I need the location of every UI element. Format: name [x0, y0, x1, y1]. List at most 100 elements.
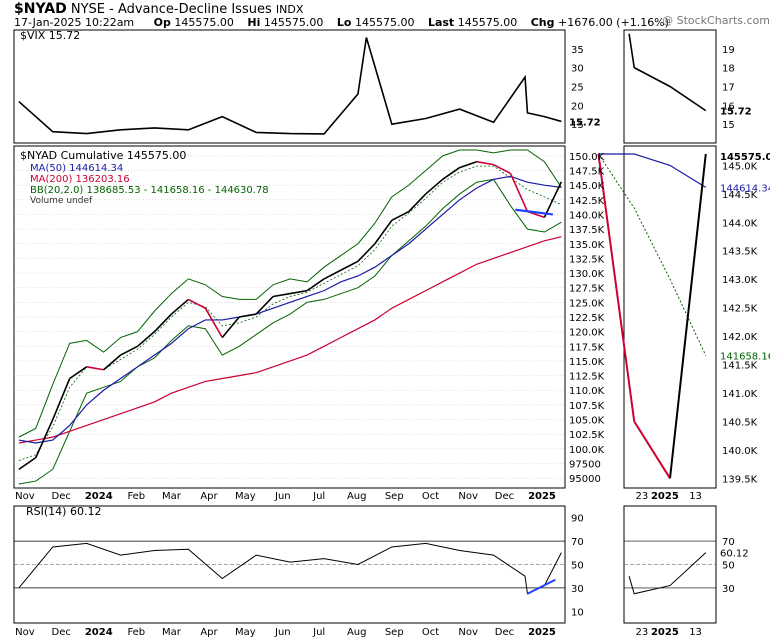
lo-label: Lo — [336, 16, 352, 29]
price-segment — [136, 331, 155, 347]
price-segment — [493, 163, 511, 175]
price-segment — [408, 193, 427, 213]
price-segment — [35, 419, 54, 458]
main-tick-label: 117.5K — [569, 342, 605, 353]
zoom-vix-line — [628, 33, 707, 112]
open-value: 145575.00 — [174, 16, 234, 29]
exchange-name: NYSE - Advance-Decline Issues — [70, 2, 272, 17]
rsi-x-axis-label: Dec — [52, 627, 71, 638]
title-line: $NYAD NYSE - Advance-Decline Issues INDX — [14, 1, 303, 17]
main-tick-label: 120.0K — [569, 328, 605, 339]
low-value: 145575.00 — [354, 16, 415, 29]
rsi-x-axis-label: Oct — [422, 627, 439, 638]
symbol: $NYAD — [14, 1, 67, 17]
price-segment — [69, 366, 88, 380]
zoom-vix-current-label: 15.72 — [720, 107, 752, 118]
zoom-price-segment — [633, 420, 671, 479]
panel-frames — [13, 29, 717, 624]
main-tick-label: 122.5K — [569, 313, 605, 324]
main-tick-label: 115.0K — [569, 357, 605, 368]
rsi-tick-label: 10 — [571, 607, 584, 618]
zoom-main-tick-label: 145.0K — [722, 161, 758, 172]
zoom-ma50-line — [598, 153, 707, 188]
last-value: 145575.00 — [457, 16, 518, 29]
x-axis-label: Aug — [347, 491, 367, 502]
main-tick-label: 132.5K — [569, 254, 605, 265]
zoom-vix-tick-label: 18 — [722, 64, 735, 75]
vix-frame — [13, 29, 566, 144]
ma50-line — [18, 175, 562, 444]
zoom-rsi-x-label: 13 — [689, 627, 702, 638]
main-tick-label: 130.0K — [569, 269, 605, 280]
main-tick-label: 105.0K — [569, 416, 605, 427]
main-tick-label: 140.0K — [569, 210, 605, 221]
grid-lines — [14, 155, 716, 589]
x-axis-label: Nov — [458, 491, 478, 502]
x-axis-label: Sep — [385, 491, 404, 502]
bb-lower-line — [18, 178, 562, 485]
vix-current-label: 15.72 — [569, 117, 601, 128]
zoom-rsi-label: 60.12 — [720, 549, 749, 560]
chg-label: Chg — [530, 16, 555, 29]
price-segment — [86, 366, 104, 371]
zoom-x-label: 2025 — [651, 491, 679, 502]
rsi-x-axis-label: Nov — [458, 627, 478, 638]
rsi-x-axis-label: Sep — [385, 627, 404, 638]
price-segment — [306, 278, 325, 292]
zoom-main-tick-label: 139.5K — [722, 474, 758, 485]
hi-label: Hi — [247, 16, 261, 29]
last-label: Last — [427, 16, 455, 29]
zoom-vix-tick-label: 17 — [722, 83, 735, 94]
price-segment — [170, 298, 189, 315]
zoom-rsi-tick-label: 30 — [722, 584, 735, 595]
zoom-rsi-x-label: 23 — [636, 627, 649, 638]
main-tick-label: 142.5K — [569, 196, 605, 207]
rsi-x-axis-label: Mar — [162, 627, 182, 638]
zoom-vix-tick-label: 16 — [722, 101, 735, 112]
zoom-rsi-tick-label: 50 — [722, 561, 735, 572]
price-segment — [459, 160, 477, 169]
rsi-trendline — [527, 578, 556, 595]
x-axis-label: Dec — [52, 491, 71, 502]
op-label: Op — [153, 16, 171, 29]
quote-line: 17-Jan-2025 10:22am Op 145575.00 Hi 1455… — [14, 16, 669, 29]
price-segment — [509, 173, 529, 212]
zoom-main-tick-label: 140.0K — [722, 446, 758, 457]
rsi-tick-label: 70 — [571, 537, 584, 548]
price-segment — [289, 289, 308, 295]
price-trendline — [515, 208, 554, 216]
rsi-x-axis-label: Dec — [495, 627, 514, 638]
axis-labels: 353025201515.72150.0K147.5K145.0K142.5K1… — [15, 45, 770, 638]
x-axis-label: Dec — [495, 491, 514, 502]
price-segment — [188, 298, 206, 309]
x-axis-label: Oct — [422, 491, 439, 502]
rsi-x-axis-label: May — [235, 627, 256, 638]
rsi-x-axis-label: 2025 — [528, 627, 556, 638]
zoom-main-tick-label: 144.5K — [722, 190, 758, 201]
price-segment — [391, 210, 410, 222]
price-segment — [239, 313, 257, 318]
rsi-x-axis-label: Nov — [15, 627, 35, 638]
rsi-x-axis-label: 2024 — [85, 627, 113, 638]
main-tick-label: 110.0K — [569, 386, 605, 397]
zoom-vix-tick-label: 19 — [722, 45, 735, 56]
main-tick-label: 135.0K — [569, 240, 605, 251]
x-axis-label: Mar — [162, 491, 182, 502]
legend-volume: Volume undef — [30, 196, 93, 206]
vix-tick-label: 20 — [571, 101, 584, 112]
price-segment — [273, 292, 291, 298]
price-segment — [425, 178, 444, 195]
price-segment — [357, 243, 376, 262]
x-axis-label: May — [235, 491, 256, 502]
zoom-main-tick-label: 140.5K — [722, 417, 758, 428]
bb-upper-line — [18, 149, 562, 438]
price-segment — [476, 160, 494, 166]
main-tick-label: 137.5K — [569, 225, 605, 236]
change-value: +1676.00 (+1.16%) — [557, 16, 669, 29]
vix-legend: $VIX 15.72 — [20, 29, 80, 42]
x-axis-label: Jun — [274, 491, 291, 502]
high-value: 145575.00 — [263, 16, 324, 29]
rsi-legend: RSI(14) 60.12 — [26, 505, 101, 518]
zoom-main-tick-label: 144.0K — [722, 218, 758, 229]
x-axis-label: 2025 — [528, 491, 556, 502]
